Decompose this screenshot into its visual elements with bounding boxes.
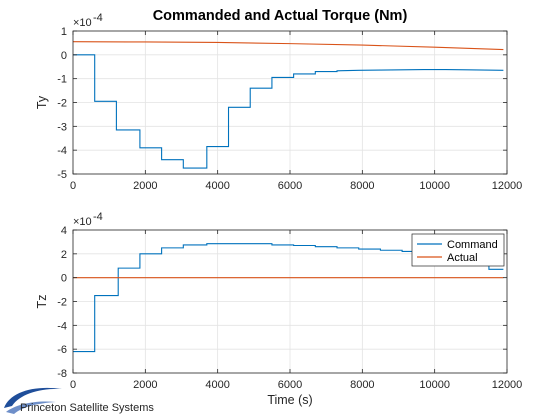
y-tick-label: -1 <box>57 74 67 86</box>
exponent-power: -4 <box>93 12 103 24</box>
series-line-command <box>73 54 504 169</box>
y-tick-label: -3 <box>57 121 67 133</box>
y-tick-label: -4 <box>57 320 67 332</box>
x-tick-label: 0 <box>70 379 76 391</box>
chart-title: Commanded and Actual Torque (Nm) <box>153 8 408 24</box>
legend-label-command: Command <box>447 239 498 251</box>
legend-label-actual: Actual <box>447 252 478 264</box>
logo-swoosh-shadow-icon <box>6 401 56 414</box>
exponent-base: ×10 <box>73 216 92 228</box>
logo-swoosh-icon <box>4 387 62 408</box>
exponent-base: ×10 <box>73 17 92 29</box>
ty-axes: 0 2000 4000 6000 8000 10000 12000 1 0 -1 -2 -3 -4 -5 ×… <box>35 12 522 192</box>
y-tick-label: -4 <box>57 145 67 157</box>
x-tick-label: 6000 <box>278 180 302 192</box>
x-tick-label: 2000 <box>133 180 157 192</box>
x-tick-label: 6000 <box>278 379 302 391</box>
x-tick-label: 12000 <box>492 180 523 192</box>
y-tick-label: -2 <box>57 297 67 309</box>
y-tick-label: 0 <box>61 50 67 62</box>
x-tick-label: 4000 <box>205 379 229 391</box>
y-tick-label: 1 <box>61 26 67 38</box>
legend-box <box>411 233 505 267</box>
y-tick-label: 0 <box>61 273 67 285</box>
y-tick-label: -2 <box>57 98 67 110</box>
x-tick-label: 2000 <box>133 379 157 391</box>
x-tick-label: 8000 <box>350 379 374 391</box>
x-tick-label: 8000 <box>350 180 374 192</box>
x-axis-label: Time (s) <box>267 393 312 407</box>
x-tick-label: 4000 <box>205 180 229 192</box>
tz-axes: 0 2000 4000 6000 8000 10000 12000 4 2 0 -2 -4 -6 -8 ×1… <box>35 211 522 407</box>
exponent-power: -4 <box>93 211 103 223</box>
y-tick-label: -6 <box>57 344 67 356</box>
y-axis-label: Tz <box>35 295 49 309</box>
y-tick-label: -5 <box>57 169 67 181</box>
x-tick-label: 0 <box>70 180 76 192</box>
y-tick-label: 4 <box>61 225 67 237</box>
x-tick-label: 10000 <box>419 180 450 192</box>
y-axis-label: Ty <box>35 95 49 109</box>
y-tick-label: 2 <box>61 249 67 261</box>
x-tick-label: 10000 <box>419 379 450 391</box>
series-line-actual <box>72 41 504 51</box>
y-tick-label: -8 <box>57 368 67 380</box>
brand-logo: Princeton Satellite Systems <box>4 387 154 414</box>
x-tick-label: 12000 <box>492 379 523 391</box>
brand-name: Princeton Satellite Systems <box>20 402 154 414</box>
